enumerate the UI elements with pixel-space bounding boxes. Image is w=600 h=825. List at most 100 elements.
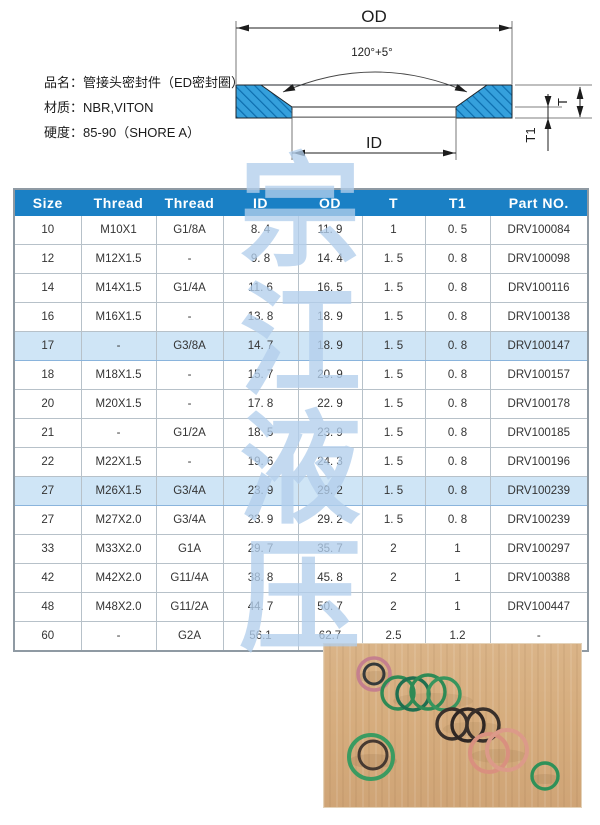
table-row: 20 M20X1.5-17. 8 22. 9 1. 5 0. 8 DRV100178 bbox=[13, 389, 589, 419]
table-cell: G11/2A bbox=[155, 592, 224, 622]
t1-dimension-label: T1 bbox=[523, 127, 538, 142]
col-header-size: Size bbox=[13, 188, 82, 216]
table-cell: 2 bbox=[361, 534, 426, 564]
table-cell: 1. 5 bbox=[361, 505, 426, 535]
table-cell: 1 bbox=[361, 215, 426, 245]
col-header-od: OD bbox=[297, 188, 363, 216]
table-cell: 0. 8 bbox=[424, 360, 491, 390]
table-cell: M42X2.0 bbox=[80, 563, 157, 593]
table-cell: M48X2.0 bbox=[80, 592, 157, 622]
table-cell: DRV100084 bbox=[489, 215, 589, 245]
hardness-line: 硬度：85-90（SHORE A） bbox=[44, 125, 201, 140]
table-cell: 29. 2 bbox=[297, 476, 363, 506]
table-cell: 1 bbox=[424, 592, 491, 622]
table-cell: 2 bbox=[361, 592, 426, 622]
table-row: 27 M27X2.0 G3/4A 23. 9 29. 2 1. 5 0. 8 DRV10023… bbox=[13, 505, 589, 535]
table-cell: 23. 9 bbox=[222, 476, 299, 506]
table-cell: G3/4A bbox=[155, 476, 224, 506]
table-row: 21- G1/2A 18. 5 23. 9 1. 5 0. 8 DRV100185 bbox=[13, 418, 589, 448]
table-cell: 50. 7 bbox=[297, 592, 363, 622]
dark-inner-oring bbox=[357, 739, 389, 771]
table-cell: - bbox=[155, 447, 224, 477]
table-cell: 27 bbox=[13, 505, 82, 535]
table-cell: M27X2.0 bbox=[80, 505, 157, 535]
table-cell: 17 bbox=[13, 331, 82, 361]
table-cell: 18. 9 bbox=[297, 331, 363, 361]
table-cell: 23. 9 bbox=[297, 418, 363, 448]
table-cell: 0. 5 bbox=[424, 215, 491, 245]
table-cell: M10X1 bbox=[80, 215, 157, 245]
black-oring bbox=[450, 707, 486, 743]
table-cell: 1. 5 bbox=[361, 447, 426, 477]
table-cell: 8. 4 bbox=[222, 215, 299, 245]
table-cell: 11. 9 bbox=[297, 215, 363, 245]
table-cell: M12X1.5 bbox=[80, 244, 157, 274]
green-oring bbox=[380, 675, 416, 711]
col-header-id: ID bbox=[222, 188, 299, 216]
table-cell: 27 bbox=[13, 476, 82, 506]
table-row: 33 M33X2.0 G1A 29. 7 35. 7 2 1 DRV100297 bbox=[13, 534, 589, 564]
table-cell: - bbox=[80, 331, 157, 361]
col-header-t: T bbox=[361, 188, 426, 216]
table-cell: M14X1.5 bbox=[80, 273, 157, 303]
table-cell: M16X1.5 bbox=[80, 302, 157, 332]
table-cell: 11. 6 bbox=[222, 273, 299, 303]
table-cell: G1A bbox=[155, 534, 224, 564]
table-cell: 13. 8 bbox=[222, 302, 299, 332]
table-cell: 1. 5 bbox=[361, 418, 426, 448]
table-cell: 44. 7 bbox=[222, 592, 299, 622]
seal-spec-table: Size Thread Thread ID OD T T1 Part NO. 1… bbox=[13, 188, 589, 652]
table-cell: 12 bbox=[13, 244, 82, 274]
t-dimension-label: T bbox=[555, 98, 570, 106]
table-cell: 0. 8 bbox=[424, 476, 491, 506]
table-cell: 1 bbox=[424, 563, 491, 593]
table-cell: 21 bbox=[13, 418, 82, 448]
table-cell: - bbox=[155, 244, 224, 274]
table-cell: 15. 7 bbox=[222, 360, 299, 390]
cone-angle-label: 120°+5° bbox=[351, 47, 393, 59]
table-cell: - bbox=[155, 389, 224, 419]
table-cell: DRV100157 bbox=[489, 360, 589, 390]
col-header-t1: T1 bbox=[424, 188, 491, 216]
table-cell: 18. 5 bbox=[222, 418, 299, 448]
black-oring bbox=[465, 707, 501, 743]
table-cell: 0. 8 bbox=[424, 273, 491, 303]
table-cell: G11/4A bbox=[155, 563, 224, 593]
table-cell: G3/4A bbox=[155, 505, 224, 535]
table-cell: DRV100447 bbox=[489, 592, 589, 622]
product-info: 品名：管接头密封件（ED密封圈） 材质：NBR,VITON 硬度：85-90（S… bbox=[44, 70, 244, 145]
table-cell: 1. 5 bbox=[361, 360, 426, 390]
table-cell: 33 bbox=[13, 534, 82, 564]
table-row: 27 M26X1.5 G3/4A 23. 9 29. 2 1. 5 0. 8 DRV10023… bbox=[13, 476, 589, 506]
table-cell: M20X1.5 bbox=[80, 389, 157, 419]
table-cell: G1/8A bbox=[155, 215, 224, 245]
table-row: 14 M14X1.5 G1/4A 11. 6 16. 5 1. 5 0. 8 DRV10011… bbox=[13, 273, 589, 303]
seal-cross-section-diagram: OD 120°+5° ID T T1 bbox=[235, 7, 592, 160]
table-cell: DRV100239 bbox=[489, 505, 589, 535]
table-cell: 60 bbox=[13, 621, 82, 652]
col-header-thread-bsp: Thread bbox=[155, 188, 224, 216]
table-cell: 48 bbox=[13, 592, 82, 622]
table-header-row: Size Thread Thread ID OD T T1 Part NO. bbox=[13, 188, 589, 216]
green-oring bbox=[409, 673, 447, 711]
table-cell: M22X1.5 bbox=[80, 447, 157, 477]
table-cell: - bbox=[155, 302, 224, 332]
table-cell: 22 bbox=[13, 447, 82, 477]
table-cell: 0. 8 bbox=[424, 302, 491, 332]
col-header-part-no: Part NO. bbox=[489, 188, 589, 216]
table-cell: 14. 4 bbox=[297, 244, 363, 274]
table-cell: DRV100185 bbox=[489, 418, 589, 448]
table-cell: 1. 5 bbox=[361, 389, 426, 419]
table-cell: 22. 9 bbox=[297, 389, 363, 419]
green-oring bbox=[347, 733, 395, 781]
table-row: 22 M22X1.5-19. 6 24. 3 1. 5 0. 8 DRV100196 bbox=[13, 447, 589, 477]
table-cell: 1 bbox=[424, 534, 491, 564]
table-row: 10 M10X1 G1/8A 8. 4 11. 9 1 0. 5 DRV100084 bbox=[13, 215, 589, 245]
table-cell: M26X1.5 bbox=[80, 476, 157, 506]
table-cell: 1. 5 bbox=[361, 331, 426, 361]
salmon-oring bbox=[485, 728, 529, 772]
table-cell: 16. 5 bbox=[297, 273, 363, 303]
table-cell: 1. 5 bbox=[361, 273, 426, 303]
table-cell: 0. 8 bbox=[424, 505, 491, 535]
table-row: 42 M42X2.0 G11/4A 38. 8 45. 8 2 1 DRV100388 bbox=[13, 563, 589, 593]
